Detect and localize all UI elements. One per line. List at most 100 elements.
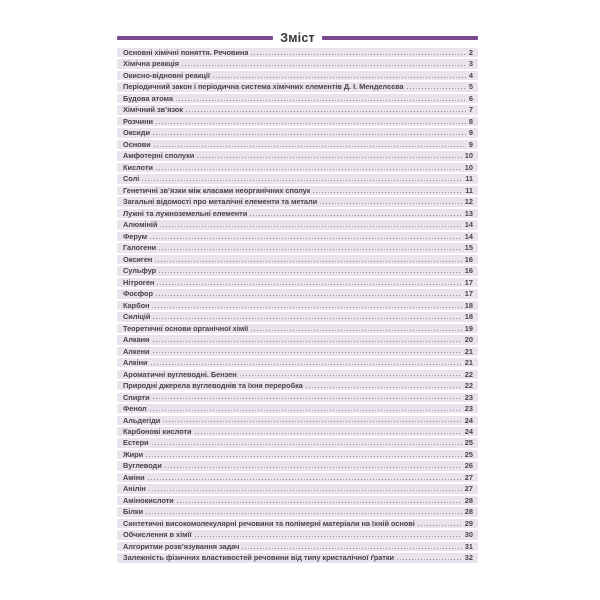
toc-entry-title: Галогени [123,243,157,253]
dotted-leader [148,490,462,492]
toc-entry: Нітроген 17 [117,277,478,288]
toc-entry-page: 3 [468,59,473,69]
toc-entry-page: 13 [464,208,473,218]
toc-content: Зміст Основні хімічні поняття. Речовина … [117,30,478,565]
toc-entry: Алюміній 14 [117,220,478,230]
toc-entry-page: 28 [464,507,473,517]
dotted-leader [149,409,462,411]
toc-entry-page: 22 [464,369,473,379]
toc-entry: Аміни 27 [117,472,478,483]
header-rule-left [117,36,274,40]
toc-entry-page: 18 [464,300,473,310]
toc-list: Основні хімічні поняття. Речовина 2 Хімі… [117,48,478,563]
toc-entry-title: Періодичний закон і періодична система х… [123,82,404,92]
toc-entry-page: 30 [464,530,473,540]
toc-entry-title: Теоретичні основи органічної хімії [123,323,249,333]
dotted-leader [313,191,463,193]
toc-entry-page: 6 [468,93,473,103]
toc-entry: Кислоти 10 [117,162,478,173]
toc-entry: Анілін 27 [117,484,478,494]
toc-entry: Залежність фізичних властивостей речовин… [117,553,478,563]
toc-entry-page: 17 [464,277,473,287]
dotted-leader [242,547,462,549]
toc-entry-title: Силіцій [123,312,151,322]
dotted-leader [151,444,462,446]
toc-entry-title: Ферум [123,231,148,241]
dotted-leader [185,111,466,113]
toc-entry-title: Окисно-відновні реакції [123,70,210,80]
dotted-leader [163,421,462,423]
toc-entry: Карбонові кислоти 24 [117,426,478,437]
toc-entry-page: 22 [464,381,473,391]
toc-entry-title: Природні джерела вуглеводнів та їхня пер… [123,381,303,391]
dotted-leader [250,214,462,216]
dotted-leader [182,65,466,67]
toc-entry-page: 18 [464,312,473,322]
dotted-leader [212,76,466,78]
toc-entry-title: Залежність фізичних властивостей речовин… [123,553,395,563]
dotted-leader [251,53,466,55]
dotted-leader [194,432,462,434]
toc-entry-page: 8 [468,116,473,126]
toc-entry-title: Амфотерні сполуки [123,151,195,161]
page-title: Зміст [280,31,315,45]
toc-entry-page: 32 [464,553,473,563]
toc-entry-page: 7 [468,105,473,115]
toc-entry: Теоретичні основи органічної хімії 19 [117,323,478,334]
toc-entry: Альдегіди 24 [117,415,478,425]
dotted-leader [152,306,462,308]
toc-entry: Амінокислоти 28 [117,495,478,506]
toc-entry-title: Фенол [123,404,147,414]
toc-entry: Ферум 14 [117,231,478,242]
toc-entry: Генетичні зв’язки між класами неорганічн… [117,185,478,196]
toc-entry: Амфотерні сполуки 10 [117,151,478,161]
dotted-leader [152,134,466,136]
toc-entry-title: Хімічна реакція [123,59,180,69]
toc-entry-title: Алкени [123,346,150,356]
dotted-leader [417,524,462,526]
toc-entry: Природні джерела вуглеводнів та їхня пер… [117,381,478,391]
toc-entry-title: Будова атома [123,93,173,103]
toc-entry-page: 31 [464,541,473,551]
toc-entry-page: 12 [464,197,473,207]
toc-entry-title: Синтетичні високомолекулярні речовини та… [123,518,415,528]
dotted-leader [305,386,462,388]
dotted-leader [406,88,466,90]
toc-entry: Жири 25 [117,449,478,460]
toc-entry: Оксиди 9 [117,128,478,138]
toc-entry-title: Алюміній [123,220,158,230]
dotted-leader [397,559,462,561]
toc-entry-title: Анілін [123,484,146,494]
dotted-leader [146,513,462,515]
toc-entry-page: 24 [464,415,473,425]
toc-entry-page: 23 [464,392,473,402]
toc-entry: Алкени 21 [117,346,478,356]
dotted-leader [175,99,466,101]
toc-entry: Галогени 15 [117,243,478,253]
toc-entry: Хімічний зв’язок 7 [117,105,478,115]
toc-entry-title: Обчислення в хімії [123,530,192,540]
toc-entry: Лужні та лужноземельні елементи 13 [117,208,478,219]
toc-entry-page: 10 [464,162,473,172]
toc-entry-page: 16 [464,266,473,276]
toc-entry: Періодичний закон і періодична система х… [117,82,478,92]
toc-entry-page: 27 [464,484,473,494]
toc-entry-page: 15 [464,243,473,253]
dotted-leader [159,249,462,251]
dotted-leader [155,295,462,297]
toc-entry: Вуглеводи 26 [117,461,478,471]
toc-entry: Синтетичні високомолекулярні речовини та… [117,518,478,529]
dotted-leader [152,341,462,342]
toc-entry: Обчислення в хімії 30 [117,530,478,540]
dotted-leader [150,237,462,239]
toc-entry-page: 21 [464,346,473,356]
toc-entry: Алгоритми розв’язування задач 31 [117,541,478,552]
toc-entry-page: 19 [464,323,473,333]
toc-entry-title: Альдегіди [123,415,161,425]
toc-entry-page: 24 [464,426,473,436]
toc-entry-page: 11 [465,174,473,184]
toc-entry-title: Алкіни [123,358,148,368]
toc-entry-page: 29 [464,518,473,528]
toc-entry-title: Карбонові кислоти [123,426,192,436]
